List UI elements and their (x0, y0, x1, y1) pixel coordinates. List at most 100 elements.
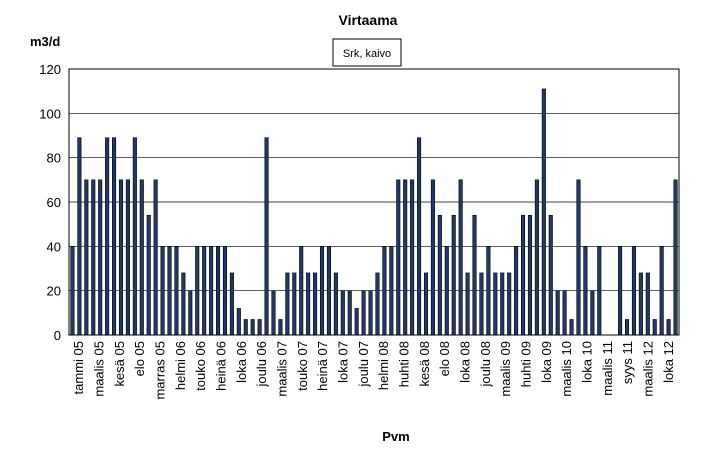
bar (125, 179, 130, 336)
x-tick-label: loka 09 (539, 341, 554, 383)
x-tick-label: huhti 08 (397, 341, 412, 387)
legend-entry-srk-kaivo: Srk, kaivo (343, 48, 391, 60)
y-tick-label: 80 (47, 151, 61, 166)
bar (333, 272, 338, 336)
x-tick-label: maalis 10 (559, 341, 574, 397)
x-tick-label: elo 05 (132, 341, 147, 376)
x-tick-label: tammi 05 (71, 341, 86, 394)
bar (209, 246, 214, 336)
bar (382, 246, 387, 336)
chart-title: Virtaama (339, 12, 398, 28)
x-tick-label: maalis 07 (275, 341, 290, 397)
bar (576, 179, 581, 336)
bar (222, 246, 227, 336)
bar (347, 290, 352, 336)
bar (659, 246, 664, 336)
bar (486, 246, 491, 336)
bar (569, 319, 574, 336)
bar (264, 137, 269, 336)
plot-area-border (68, 68, 680, 336)
x-tick-label: heinä 07 (315, 341, 330, 391)
bar (444, 246, 449, 336)
x-tick-label: joulu 07 (356, 341, 371, 388)
bar (139, 179, 144, 336)
x-tick-label: maalis 12 (641, 341, 656, 397)
bar (375, 272, 380, 336)
bar (98, 179, 103, 336)
bar (257, 319, 262, 336)
bar (437, 215, 442, 336)
bar (285, 272, 290, 336)
bar (146, 215, 151, 336)
x-tick-label: helmi 06 (173, 341, 188, 390)
legend: Srk, kaivo (332, 38, 402, 67)
bar (229, 272, 234, 336)
bar (132, 137, 137, 336)
y-tick-label: 20 (47, 284, 61, 299)
bar (368, 290, 373, 336)
bar (195, 246, 200, 336)
bar (652, 319, 657, 336)
x-tick-label: helmi 08 (376, 341, 391, 390)
bar (112, 137, 117, 336)
legend-box (332, 38, 402, 67)
bar (583, 246, 588, 336)
bar (299, 246, 304, 336)
bar (243, 319, 248, 336)
y-tick-label: 0 (54, 328, 61, 343)
x-tick-label: joulu 06 (254, 341, 269, 388)
y-tick-label: 60 (47, 195, 61, 210)
bar (666, 319, 671, 336)
x-tick-label: kesä 05 (112, 341, 127, 387)
x-tick-label: loka 06 (234, 341, 249, 383)
bar-series (70, 88, 678, 336)
bar (70, 246, 75, 336)
bar (624, 319, 630, 336)
y-tick-label: 100 (39, 106, 61, 121)
x-tick-label: joulu 08 (478, 341, 493, 388)
bar (555, 290, 560, 336)
bar (77, 137, 82, 336)
x-tick-label: heinä 06 (214, 341, 229, 391)
x-axis-tick-labels: tammi 05 maalis 05 kesä 05 elo 05 marras 05 h… (71, 341, 676, 400)
bar (91, 179, 96, 336)
bar (181, 272, 186, 336)
bar (153, 179, 158, 336)
bar (202, 246, 207, 336)
bar (638, 272, 643, 336)
bar (430, 179, 435, 336)
x-tick-label: touko 07 (295, 341, 310, 391)
x-tick-label: maalis 11 (600, 341, 615, 396)
bar (472, 215, 477, 336)
bar (361, 290, 366, 336)
bar (534, 179, 539, 336)
bar (174, 246, 179, 336)
gridlines (69, 68, 679, 336)
bar (188, 290, 193, 336)
x-tick-label: maalis 05 (92, 341, 107, 397)
x-axis-title: Pvm (382, 429, 409, 444)
bar (465, 272, 470, 336)
x-tick-label: loka 07 (336, 341, 351, 383)
bar (493, 272, 498, 336)
bar (389, 246, 394, 336)
bar (618, 246, 623, 336)
bar (458, 179, 463, 336)
y-tick-label: 120 (39, 62, 61, 77)
bar (521, 215, 526, 336)
bar (271, 290, 276, 336)
bar (410, 179, 415, 336)
x-tick-label: loka 12 (661, 341, 676, 383)
bar (278, 319, 283, 336)
bar (216, 246, 221, 336)
bar (507, 272, 512, 336)
bar (319, 246, 325, 336)
bar (326, 246, 331, 336)
bar (396, 179, 401, 336)
bar (590, 290, 595, 336)
bar (451, 215, 456, 336)
bar (597, 246, 602, 336)
bar (500, 272, 505, 336)
bar (236, 308, 241, 336)
